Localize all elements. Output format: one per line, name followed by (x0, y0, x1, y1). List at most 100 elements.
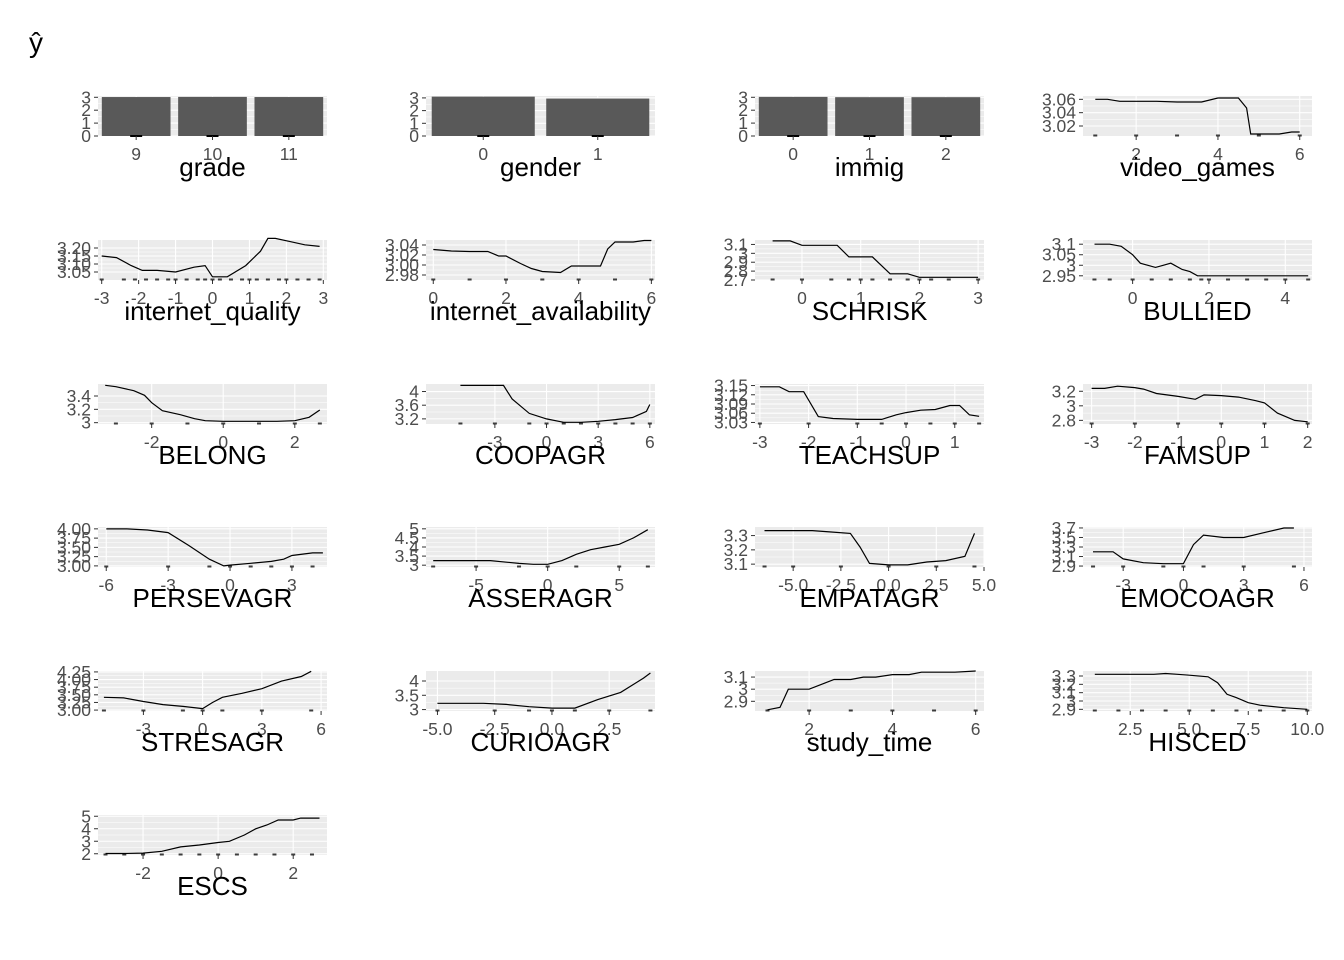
x-axis-label: immig (835, 152, 904, 182)
x-axis-label: SCHRISK (812, 296, 928, 326)
y-tick-label: 5 (81, 806, 91, 826)
y-tick-label: 2.9 (1052, 556, 1076, 576)
x-tick-label: 3 (1239, 575, 1249, 595)
bar-1 (546, 98, 650, 136)
rug-mark (178, 853, 183, 856)
y-tick-label: 2 (409, 101, 419, 121)
pdp-line (759, 386, 980, 420)
x-tick-label: -3 (1115, 575, 1131, 595)
rug-mark (185, 422, 190, 425)
y-tick-label: 3 (409, 555, 419, 575)
rug-mark (888, 278, 893, 281)
rug-mark (99, 278, 104, 281)
rug-mark (1175, 134, 1180, 137)
x-tick-label: 5 (614, 575, 624, 595)
rug-mark (527, 422, 532, 425)
rug-mark (289, 565, 294, 568)
x-axis-label: internet_quality (124, 296, 300, 326)
rug-mark (904, 422, 909, 425)
x-tick-label: -2 (801, 432, 817, 452)
rug-mark (197, 853, 202, 856)
x-tick-label: 2 (804, 719, 814, 739)
pdp-line (1094, 672, 1308, 710)
y-tick-label: 2.8 (724, 261, 748, 281)
x-tick-label: 2 (941, 144, 951, 164)
y-axis-label: ŷ (29, 27, 43, 58)
y-tick-label: 3.5 (395, 546, 419, 566)
rug-mark (503, 278, 508, 281)
rug-mark (1163, 709, 1168, 712)
rug-mark (1134, 134, 1139, 137)
rug-mark (1181, 565, 1186, 568)
y-tick-label: 4.00 (57, 519, 91, 539)
rug-mark (1256, 134, 1261, 137)
rug-mark (221, 422, 226, 425)
y-tick-label: 3.06 (1042, 89, 1076, 109)
y-tick-label: 2.98 (385, 265, 419, 285)
rug-mark (1149, 278, 1154, 281)
rug-mark (259, 709, 264, 712)
y-tick-label: 3.2 (1052, 674, 1076, 694)
x-tick-label: 2 (282, 288, 292, 308)
rug-mark (248, 565, 253, 568)
rug-mark (431, 565, 436, 568)
y-tick-label: 4 (409, 671, 419, 691)
panel-TEACHSUP: 3.033.063.093.123.15 -3 -2 -1 0 1 TEACHSUP (714, 376, 984, 470)
x-tick-label: 2.5 (597, 719, 621, 739)
y-tick-label: 3.09 (714, 394, 748, 414)
panel-internet_availability: 2.983.003.023.04 0 2 4 6internet_availabilit… (385, 235, 656, 326)
x-tick-label: 0.0 (876, 575, 901, 595)
rug-mark (613, 278, 618, 281)
rug-mark (928, 422, 933, 425)
y-tick-label: 3 (738, 243, 748, 263)
panel-background (755, 527, 984, 567)
y-tick-label: 3 (409, 88, 419, 108)
y-tick-label: 3.12 (714, 385, 748, 405)
x-axis-label: ASSERAGR (468, 583, 613, 613)
pdp-line (105, 384, 321, 422)
rug-mark (1168, 278, 1173, 281)
rug-mark (113, 422, 118, 425)
rug-mark (200, 709, 205, 712)
pdp-line (772, 240, 979, 278)
rug-mark (607, 709, 612, 712)
rug-mark (549, 709, 554, 712)
rug-mark (630, 422, 635, 425)
rug-mark (1262, 422, 1267, 425)
bar-2 (911, 97, 981, 136)
rug-mark (276, 278, 281, 281)
x-tick-label: 7.5 (1236, 719, 1260, 739)
y-tick-label: 2.9 (724, 252, 748, 272)
x-tick-label: 1 (950, 432, 960, 452)
x-tick-label: 0 (788, 144, 798, 164)
rug-mark (932, 709, 937, 712)
rug-mark (1092, 709, 1097, 712)
y-tick-label: 3.75 (57, 528, 91, 548)
y-tick-label: 2.95 (1042, 266, 1076, 286)
y-tick-label: 3.25 (57, 547, 91, 567)
rug-mark (207, 565, 212, 568)
x-tick-label: 0 (901, 432, 911, 452)
y-tick-label: 3.5 (395, 685, 419, 705)
x-tick-label: 2 (1204, 288, 1214, 308)
rug-mark (765, 709, 770, 712)
rug-mark (101, 709, 106, 712)
x-tick-label: 0 (543, 575, 553, 595)
y-tick-label: 5 (409, 519, 419, 539)
rug-mark (545, 565, 550, 568)
rug-mark (934, 565, 939, 568)
x-tick-label: 2 (1303, 432, 1313, 452)
rug-mark (613, 422, 618, 425)
rug-mark (306, 278, 311, 281)
rug-mark (617, 565, 622, 568)
y-tick-label: 3.00 (57, 700, 91, 720)
y-tick-label: 3.02 (385, 245, 419, 265)
rug-mark (272, 853, 277, 856)
x-tick-label: -1 (850, 432, 866, 452)
x-tick-label: 0 (225, 575, 235, 595)
pdp-line (106, 528, 323, 567)
y-tick-label: 3.1 (724, 554, 748, 574)
rug-mark (203, 278, 208, 281)
x-tick-label: 0 (1128, 288, 1138, 308)
rug-mark (1245, 278, 1250, 281)
